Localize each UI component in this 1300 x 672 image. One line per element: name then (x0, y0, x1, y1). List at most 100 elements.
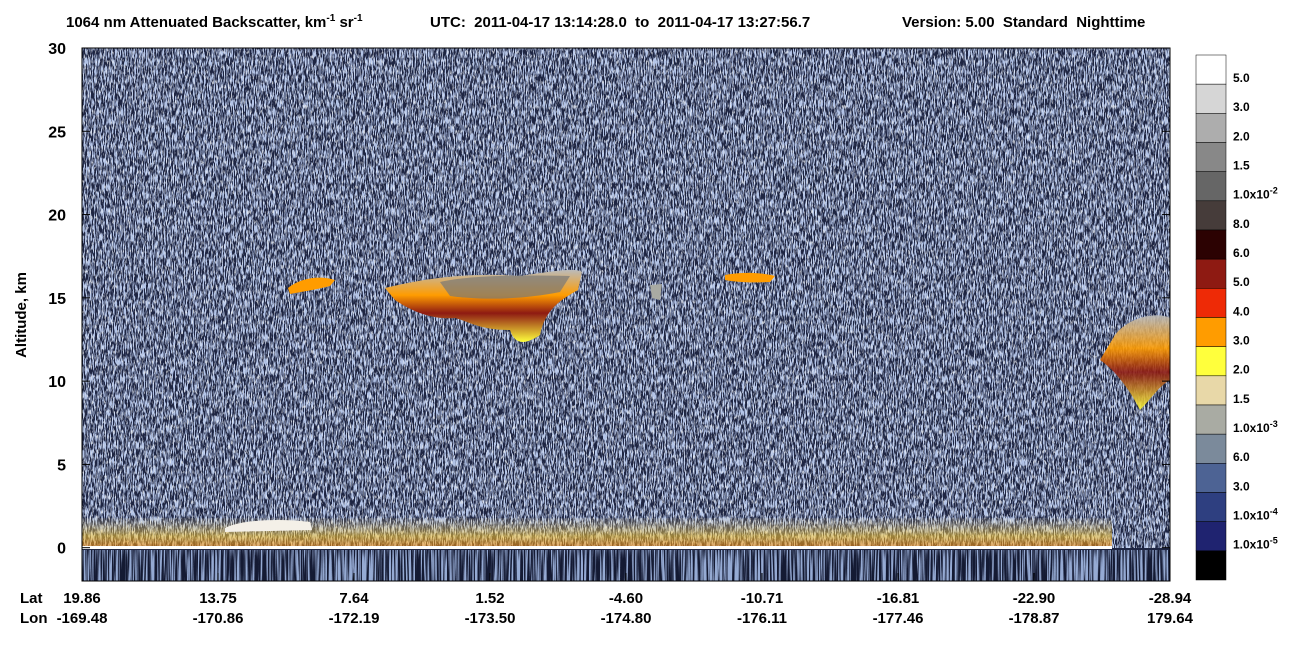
title-sup: -1 (354, 13, 363, 24)
colorbar-label: 3.0 (1233, 479, 1250, 493)
colorbar-label: 5.0 (1233, 275, 1250, 289)
y-tick-label: 20 (48, 208, 66, 225)
cirrus-cloud (440, 275, 570, 299)
colorbar-label: 6.0 (1233, 450, 1250, 464)
y-tick-label: 25 (48, 124, 66, 141)
colorbar-label-exponent: -3 (1270, 419, 1278, 429)
colorbar-label-text: 1.0x10 (1233, 421, 1270, 435)
y-tick-label: 15 (48, 291, 66, 308)
noise (82, 48, 1170, 548)
colorbar-label-text: 5.0 (1233, 275, 1250, 289)
colorbar-label-text: 1.5 (1233, 392, 1250, 406)
colorbar-label: 1.5 (1233, 159, 1250, 173)
lon-label: -169.48 (57, 610, 108, 627)
colorbar-label: 3.0 (1233, 100, 1250, 114)
colorbar-label-text: 2.0 (1233, 129, 1250, 143)
colorbar-label: 1.5 (1233, 392, 1250, 406)
lat-label: -22.90 (1013, 590, 1056, 607)
colorbar-swatch (1195, 463, 1227, 493)
colorbar-label-exponent: -4 (1270, 507, 1278, 517)
boundary-layer (82, 518, 1112, 548)
y-tick-label: 30 (48, 41, 66, 58)
version: Version: 5.00 Standard Nighttime (902, 14, 1145, 31)
colorbar-label: 3.0 (1233, 334, 1250, 348)
lon-label: -173.50 (465, 610, 516, 627)
colorbar-label: 2.0 (1233, 363, 1250, 377)
lat-label: 1.52 (475, 590, 504, 607)
low-cloud (225, 520, 312, 532)
colorbar-swatch (1195, 83, 1227, 114)
title-text: 1064 nm Attenuated Backscatter, km (66, 14, 326, 31)
y-tick-label: 5 (57, 457, 66, 474)
lon-label: -174.80 (601, 610, 652, 627)
colorbar-label-text: 6.0 (1233, 450, 1250, 464)
lon-label: -172.19 (329, 610, 380, 627)
colorbar-label-exponent: -5 (1270, 536, 1278, 546)
lon-label: -178.87 (1009, 610, 1060, 627)
y-axis-label: Altitude, km (13, 272, 30, 358)
cirrus-cloud (1100, 315, 1170, 410)
title-text: sr (335, 14, 354, 31)
colorbar-label-text: 8.0 (1233, 217, 1250, 231)
y-tick-label: 10 (48, 374, 66, 391)
lat-label: -10.71 (741, 590, 784, 607)
colorbar-label-text: 2.0 (1233, 363, 1250, 377)
colorbar-label-text: 1.0x10 (1233, 188, 1270, 202)
cirrus-cloud (650, 284, 662, 300)
colorbar-label-text: 4.0 (1233, 304, 1250, 318)
colorbar-swatch (1195, 550, 1227, 581)
lon-label: 179.64 (1147, 610, 1194, 627)
colorbar-label: 6.0 (1233, 246, 1250, 260)
colorbar-label: 4.0 (1233, 304, 1250, 318)
colorbar-swatch (1195, 433, 1227, 464)
lon-label: -176.11 (737, 610, 787, 627)
colorbar-label-text: 1.0x10 (1233, 538, 1270, 552)
colorbar-label-text: 3.0 (1233, 479, 1250, 493)
lat-label: -16.81 (877, 590, 920, 607)
colorbar-swatch (1195, 404, 1227, 435)
colorbar-label-text: 1.0x10 (1233, 509, 1270, 523)
colorbar-label: 1.0x10-4 (1233, 507, 1278, 523)
colorbar-label-exponent: -2 (1270, 186, 1278, 196)
y-tick-label: 0 (57, 541, 66, 558)
colorbar-label: 8.0 (1233, 217, 1250, 231)
cirrus-cloud (288, 277, 335, 294)
colorbar-label: 1.0x10-5 (1233, 536, 1278, 552)
colorbar-swatch (1195, 54, 1227, 85)
lat-label: 7.64 (339, 590, 369, 607)
lat-label: -28.94 (1149, 590, 1192, 607)
row-label: Lon (20, 610, 48, 627)
title-sup: -1 (326, 13, 335, 24)
surface (82, 546, 1112, 549)
colorbar-label-text: 3.0 (1233, 100, 1250, 114)
lat-label: 19.86 (63, 590, 101, 607)
colorbar-swatch (1195, 317, 1227, 347)
colorbar-label-text: 1.5 (1233, 159, 1250, 173)
colorbar-swatch (1195, 113, 1227, 143)
colorbar-label: 1.0x10-2 (1233, 186, 1278, 202)
colorbar-swatch (1195, 346, 1227, 377)
colorbar-label: 2.0 (1233, 129, 1250, 143)
colorbar-swatch (1195, 258, 1227, 289)
colorbar-swatch (1195, 521, 1227, 552)
lon-label: -170.86 (193, 610, 244, 627)
colorbar-label-text: 3.0 (1233, 334, 1250, 348)
colorbar-swatch (1195, 288, 1227, 318)
colorbar-swatch (1195, 492, 1227, 522)
chart-title: 1064 nm Attenuated Backscatter, km-1 sr-… (66, 13, 363, 31)
colorbar-label: 1.0x10-3 (1233, 419, 1278, 435)
colorbar-swatch (1195, 200, 1227, 231)
row-label: Lat (20, 590, 43, 607)
plot-area (81, 47, 1171, 582)
colorbar-label: 5.0 (1233, 71, 1250, 85)
cirrus-cloud (725, 272, 775, 283)
lat-label: -4.60 (609, 590, 643, 607)
colorbar-swatch (1195, 171, 1227, 202)
colorbar-swatch (1195, 142, 1227, 172)
lat-label: 13.75 (199, 590, 237, 607)
colorbar-swatch (1195, 375, 1227, 406)
time-range: UTC: 2011-04-17 13:14:28.0 to 2011-04-17… (430, 14, 810, 31)
colorbar-swatch (1195, 229, 1227, 260)
